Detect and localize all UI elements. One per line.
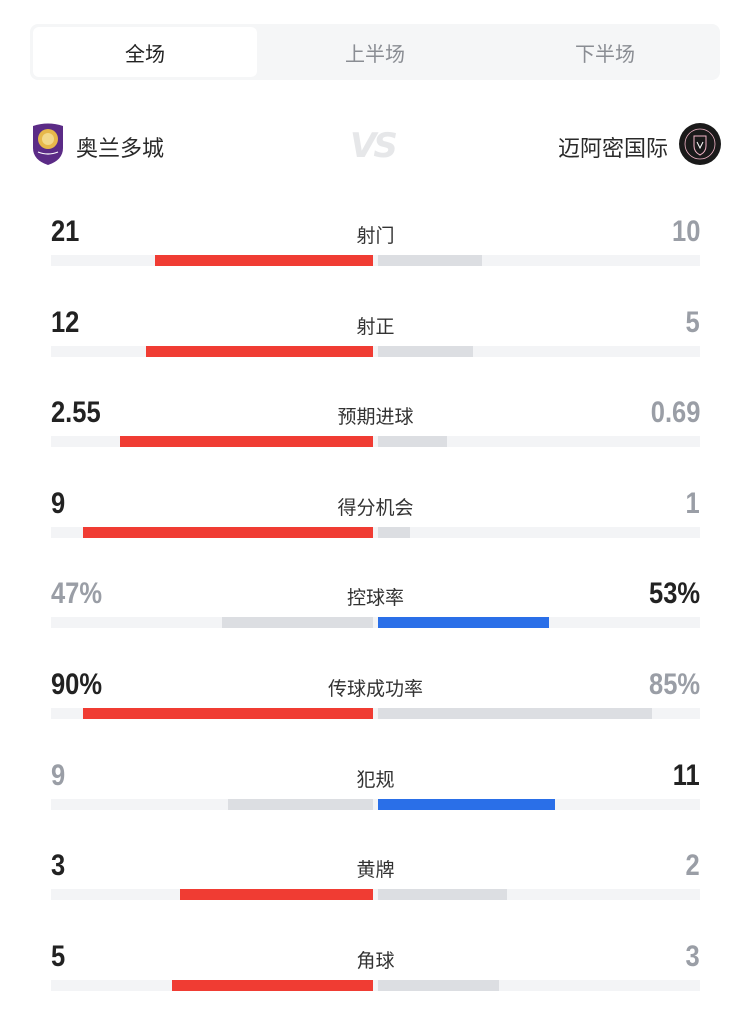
stat-label: 角球	[356, 949, 395, 972]
home-bar	[171, 979, 373, 991]
stat-row: 5 角球 3	[51, 940, 700, 1000]
orlando-city-logo-icon	[30, 122, 66, 172]
away-value: 0.69	[650, 396, 700, 430]
away-bar	[378, 889, 507, 901]
home-value: 9	[51, 486, 66, 520]
stat-bar-track	[51, 979, 700, 991]
vs-mark: VS	[350, 126, 398, 166]
home-value: 2.55	[51, 396, 101, 430]
stat-row: 47% 控球率 53%	[51, 577, 700, 637]
home-team: 奥兰多城	[30, 122, 164, 172]
away-value: 1	[685, 486, 700, 520]
home-value: 47%	[51, 577, 103, 611]
home-bar	[221, 617, 373, 629]
away-value: 11	[673, 758, 700, 792]
home-value: 5	[51, 939, 66, 973]
stat-bar-track	[51, 798, 700, 810]
away-bar	[378, 979, 499, 991]
away-team: 迈阿密国际	[558, 122, 722, 172]
home-value: 3	[51, 849, 66, 883]
stat-row: 3 黄牌 2	[51, 849, 700, 909]
away-bar	[378, 255, 482, 266]
stat-label: 预期进球	[337, 406, 414, 429]
home-value: 21	[51, 215, 80, 248]
stat-bar-track	[51, 436, 700, 448]
away-bar	[378, 798, 556, 810]
home-bar	[145, 345, 373, 357]
tab-second-half[interactable]: 下半场	[575, 41, 635, 66]
home-bar	[228, 798, 373, 810]
stat-row: 90% 传球成功率 85%	[51, 668, 700, 728]
away-bar	[378, 526, 411, 538]
stat-row: 9 得分机会 1	[51, 487, 700, 547]
away-value: 5	[685, 305, 700, 339]
home-bar	[179, 889, 373, 901]
home-team-name: 奥兰多城	[76, 137, 165, 162]
stat-bar-track	[51, 889, 700, 901]
stat-bar-track	[51, 617, 700, 629]
tab-full-match[interactable]: 全场	[33, 27, 257, 77]
stat-label: 犯规	[356, 768, 395, 791]
stat-row: 2.55 预期进球 0.69	[51, 396, 700, 456]
away-value: 10	[671, 215, 700, 248]
away-value: 2	[685, 849, 700, 883]
stat-label: 得分机会	[337, 496, 414, 519]
stat-label: 控球率	[346, 587, 404, 610]
stat-row: 21 射门 10	[51, 215, 700, 275]
stat-bar-track	[51, 708, 700, 719]
away-value: 53%	[648, 577, 700, 611]
away-team-name: 迈阿密国际	[557, 137, 668, 162]
home-bar	[83, 708, 373, 719]
away-bar	[378, 345, 473, 357]
stat-label: 黄牌	[356, 859, 395, 882]
away-bar	[378, 617, 549, 629]
stat-bar-track	[51, 255, 700, 266]
away-value: 3	[685, 939, 700, 973]
home-value: 12	[51, 305, 80, 339]
away-bar	[378, 708, 652, 719]
stat-row: 9 犯规 11	[51, 759, 700, 819]
stat-label: 传球成功率	[327, 678, 423, 700]
inter-miami-logo-icon	[678, 122, 722, 172]
period-tabs: 全场 上半场 下半场	[30, 24, 720, 80]
home-value: 9	[51, 758, 66, 792]
stat-bar-track	[51, 526, 700, 538]
away-bar	[378, 436, 447, 448]
stat-label: 射正	[356, 315, 395, 338]
stat-bar-track	[51, 345, 700, 357]
away-value: 85%	[648, 668, 700, 701]
tab-first-half[interactable]: 上半场	[345, 41, 405, 66]
home-bar	[119, 436, 373, 448]
home-value: 90%	[51, 668, 103, 701]
home-bar	[154, 255, 373, 266]
home-bar	[83, 526, 373, 538]
stat-label: 射门	[356, 225, 395, 247]
stat-row: 12 射正 5	[51, 306, 700, 366]
